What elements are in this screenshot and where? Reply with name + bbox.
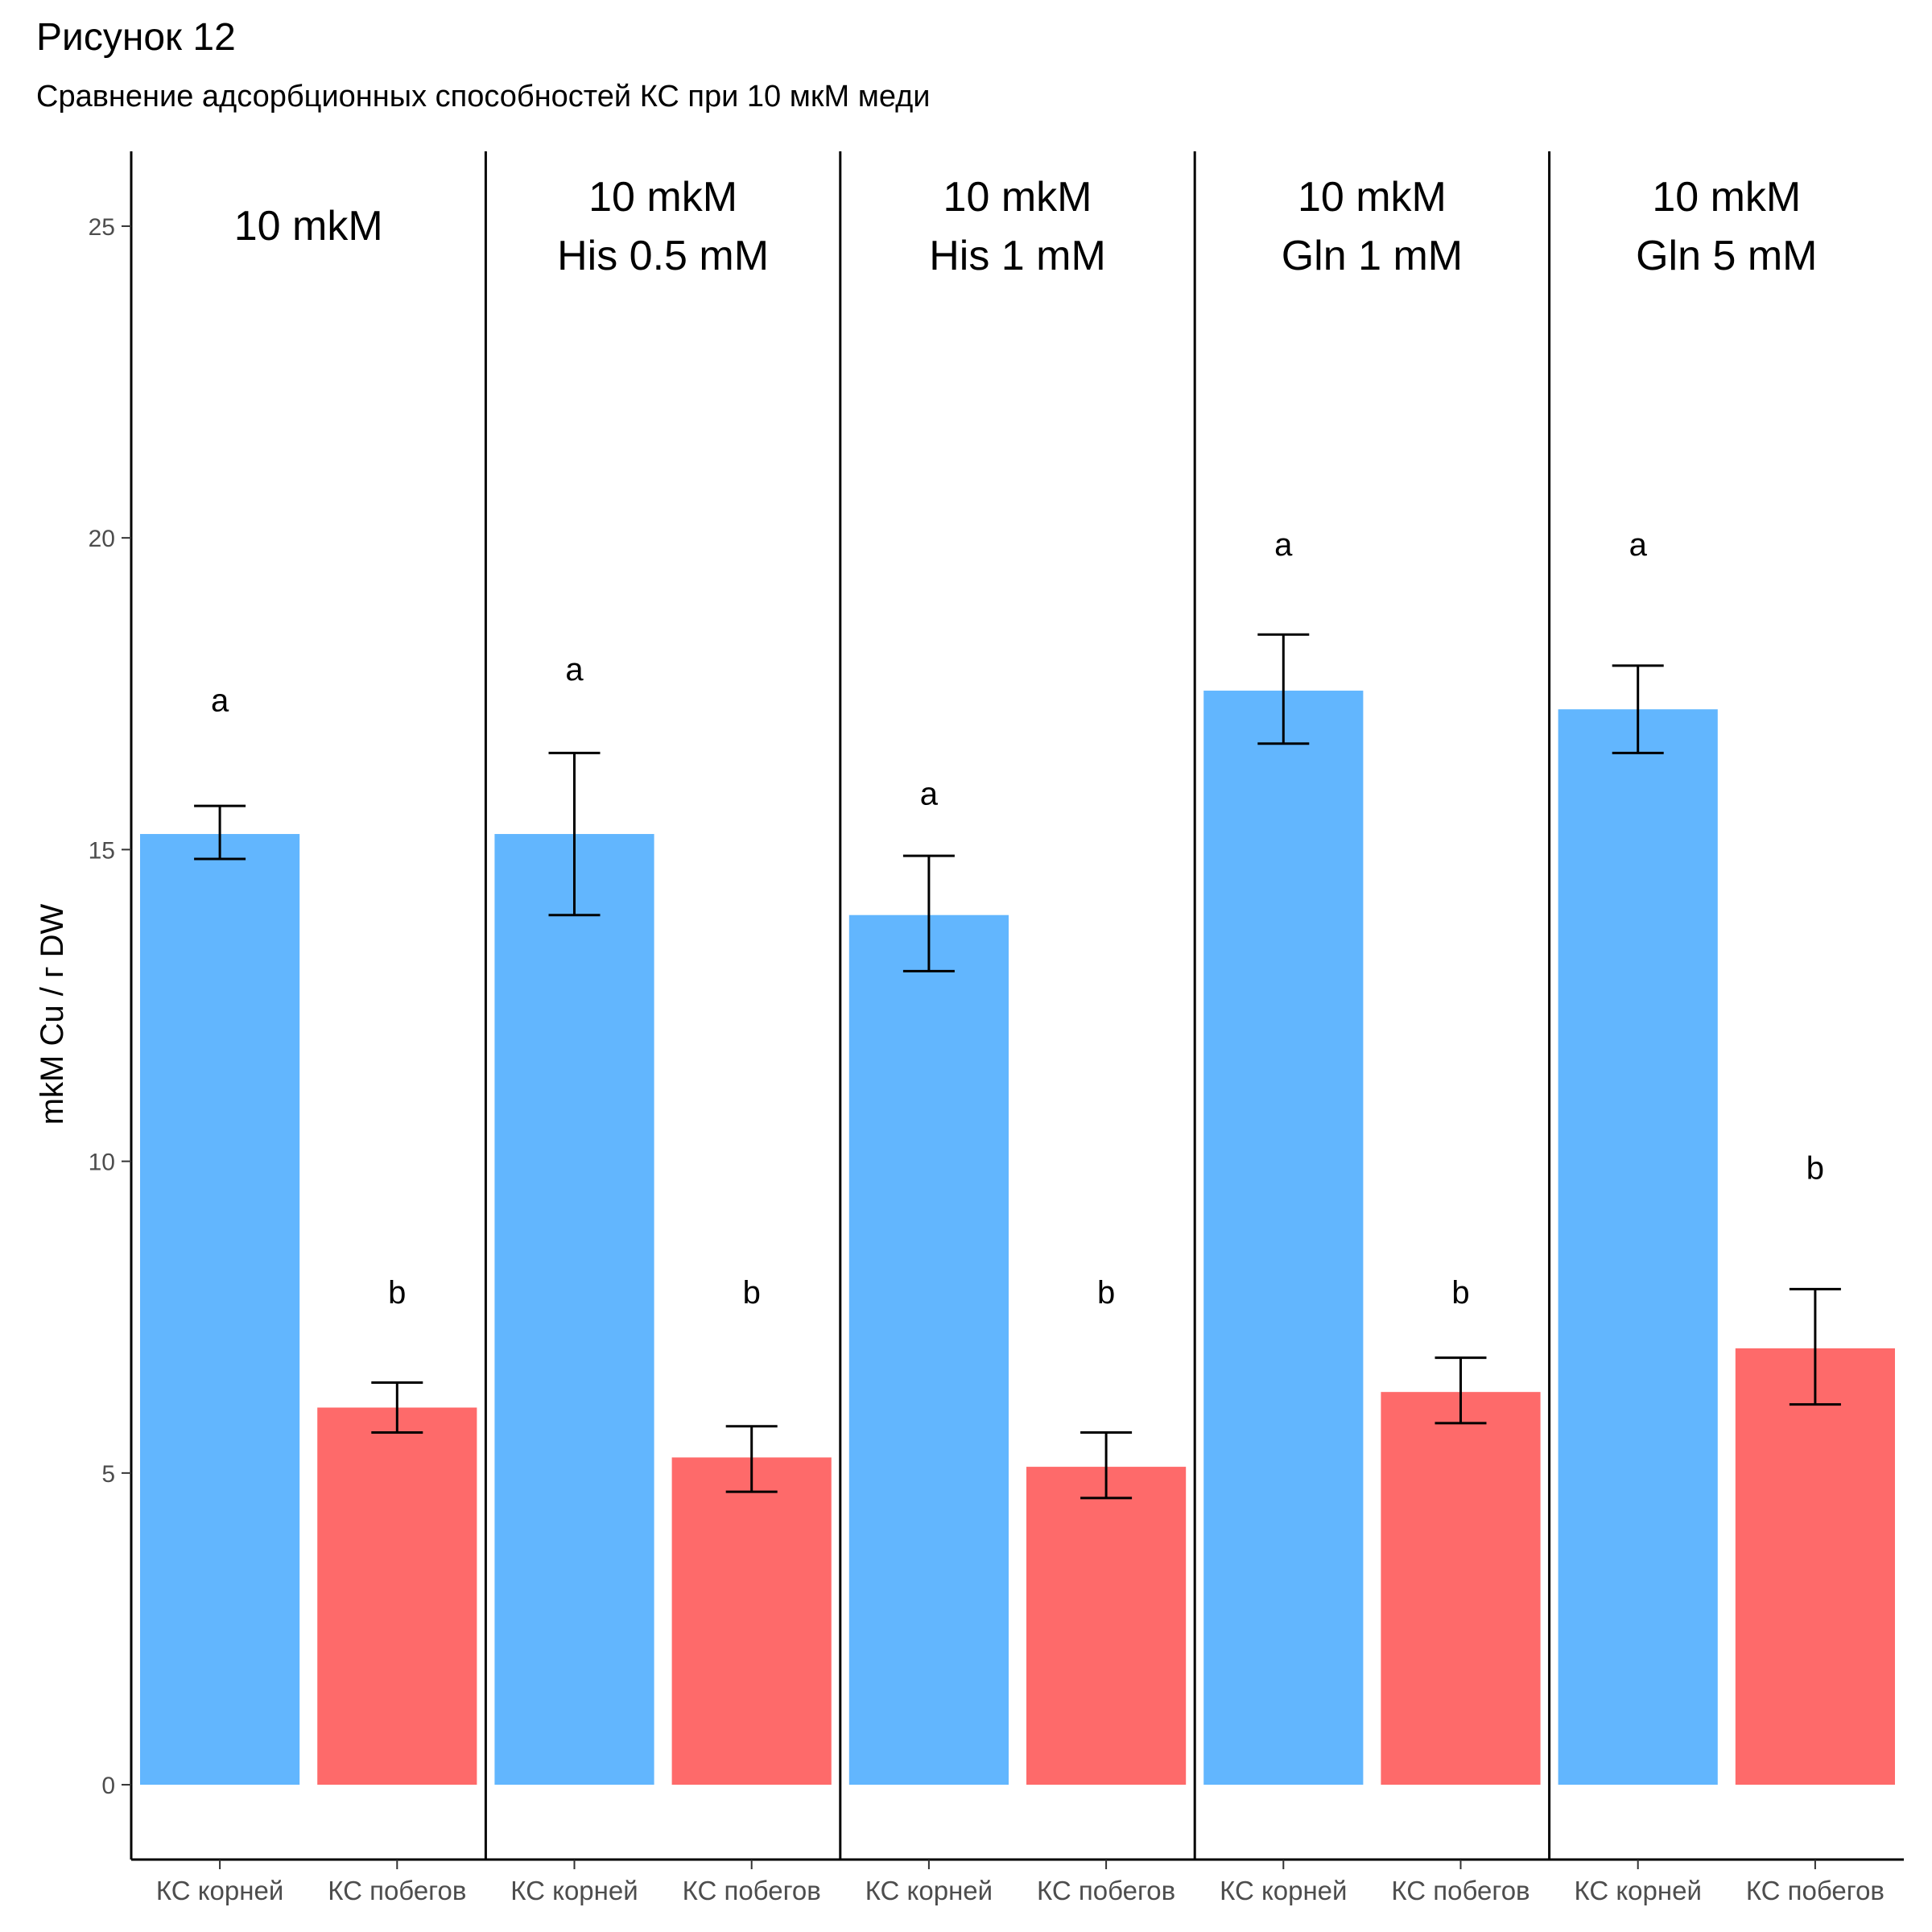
- y-tick-label: 0: [101, 1773, 115, 1799]
- bar: [1558, 709, 1718, 1785]
- bar: [317, 1407, 477, 1785]
- bar: [1735, 1348, 1895, 1785]
- x-tick-label: КС побегов: [683, 1876, 821, 1905]
- bar: [140, 834, 300, 1785]
- x-tick-label: КС корней: [865, 1876, 993, 1905]
- x-tick-label: КС побегов: [1037, 1876, 1175, 1905]
- bar: [848, 914, 1009, 1785]
- bar: [1026, 1467, 1187, 1785]
- bar: [671, 1457, 832, 1785]
- y-tick-label: 25: [89, 214, 115, 241]
- bar: [1381, 1392, 1541, 1785]
- y-axis-label: mkM Cu / г DW: [35, 903, 70, 1125]
- significance-label: a: [1629, 527, 1648, 563]
- significance-label: a: [565, 652, 584, 687]
- y-tick-label: 5: [101, 1461, 115, 1488]
- chart-title: Рисунок 12: [36, 16, 236, 59]
- panel-label: 10 mkM: [234, 203, 383, 250]
- x-tick-label: КС побегов: [328, 1876, 466, 1905]
- y-tick-label: 20: [89, 526, 115, 552]
- significance-label: b: [1097, 1275, 1115, 1311]
- significance-label: b: [743, 1275, 761, 1311]
- plot-area: 0 5 10 15 20 25 10 mkM a КС корней b КС побегов 10 …: [89, 151, 1904, 1905]
- x-tick-label: КС корней: [156, 1876, 283, 1905]
- significance-label: a: [211, 683, 229, 719]
- bar: [494, 834, 654, 1785]
- chart-subtitle: Сравнение адсорбционных способностей КС …: [36, 80, 931, 114]
- significance-label: b: [388, 1275, 406, 1311]
- x-tick-label: КС побегов: [1391, 1876, 1530, 1905]
- bar: [1203, 690, 1364, 1785]
- x-tick-label: КС корней: [1575, 1876, 1702, 1905]
- significance-label: b: [1806, 1150, 1824, 1186]
- significance-label: a: [1274, 527, 1293, 563]
- panel-label: 10 mkM: [588, 174, 737, 221]
- x-tick-label: КС корней: [1220, 1876, 1347, 1905]
- panel-label: Gln 1 mM: [1282, 233, 1463, 279]
- significance-label: b: [1451, 1275, 1469, 1311]
- y-tick-label: 10: [89, 1150, 115, 1176]
- y-tick-label: 15: [89, 837, 115, 864]
- panel-label: 10 mkM: [1652, 174, 1801, 221]
- panel-label: His 0.5 mM: [557, 233, 769, 279]
- panel-label: His 1 mM: [929, 233, 1106, 279]
- panel-label: 10 mkM: [943, 174, 1092, 221]
- significance-label: a: [920, 777, 939, 812]
- panel-label: Gln 5 mM: [1636, 233, 1817, 279]
- panel-label: 10 mkM: [1298, 174, 1447, 221]
- x-tick-label: КС побегов: [1746, 1876, 1885, 1905]
- x-tick-label: КС корней: [510, 1876, 638, 1905]
